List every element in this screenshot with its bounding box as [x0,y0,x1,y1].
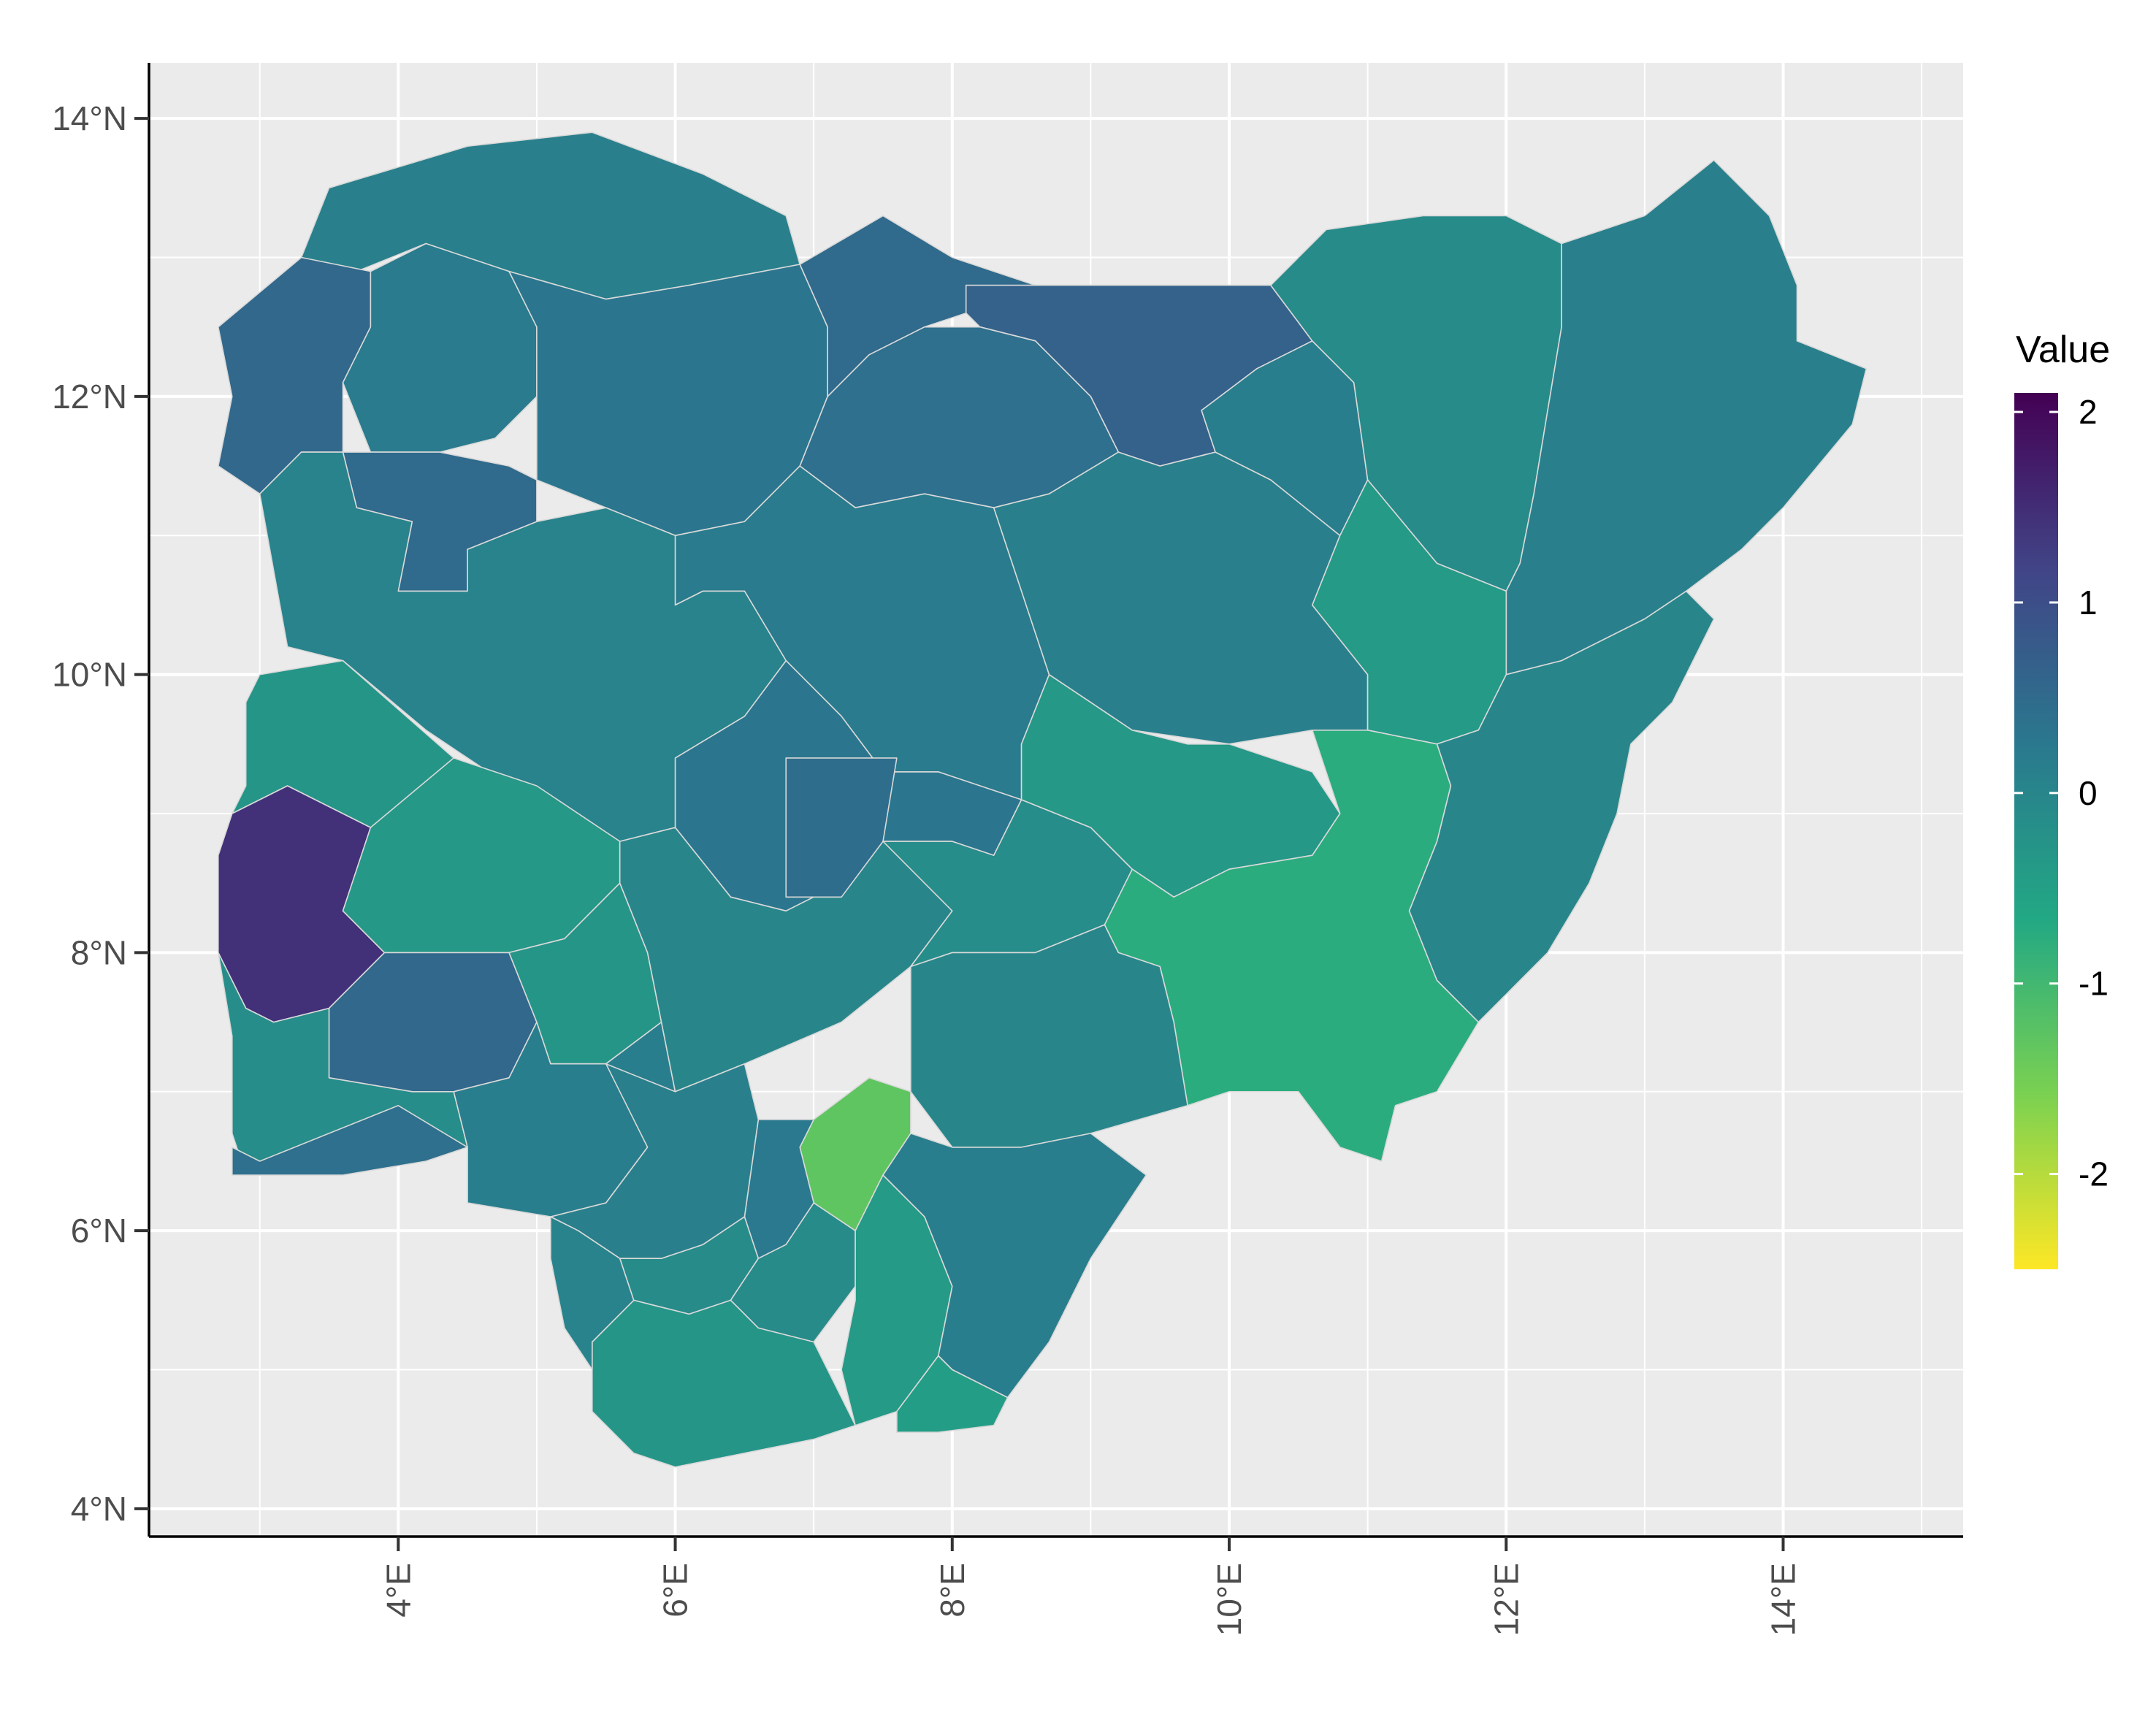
state-region-39 [896,1355,1009,1433]
legend-tick-label: 0 [2079,774,2098,812]
legend-title: Value [2016,329,2110,371]
y-tick-label: 14°N [52,99,127,137]
y-tick-label: 12°N [52,378,127,416]
state-region-17 [231,1105,468,1176]
state-region-41 [550,1216,635,1371]
x-tick-label: 12°E [1487,1563,1525,1636]
y-tick-label: 10°N [52,656,127,694]
y-tick-label: 8°N [71,933,127,971]
y-tick-label: 4°N [71,1490,127,1528]
state-region-6 [799,215,1036,397]
legend-tick-label: 1 [2079,584,2098,621]
state-region-27 [1505,159,1868,676]
x-tick-label: 14°E [1764,1563,1802,1636]
y-axis-ticks: 4°N 6°N 8°N 10°N 12°N 14°N [52,99,149,1528]
state-region-21 [785,757,898,898]
legend-tick-label: -1 [2079,965,2109,1003]
state-region-3 [342,242,538,453]
x-tick-label: 6°E [657,1563,695,1618]
legend-ticks: 2 1 0 -1 -2 [2014,393,2109,1193]
x-tick-label: 8°E [933,1563,971,1618]
state-region-31 [910,924,1188,1148]
region-polygons [217,131,1868,1468]
legend-tick-label: 2 [2079,393,2098,431]
x-tick-label: 4°E [379,1563,417,1618]
legend-colorbar [2014,393,2058,1269]
axes [148,63,1963,1538]
legend-tick-label: -2 [2079,1155,2109,1193]
color-legend: Value 2 1 0 -1 -2 [2014,329,2110,1269]
y-tick-label: 6°N [71,1212,127,1250]
state-region-40 [591,1299,856,1468]
state-region-38 [882,1133,1147,1399]
x-axis-ticks: 4°E 6°E 8°E 10°E 12°E 14°E [379,1537,1802,1636]
x-tick-label: 10°E [1210,1563,1248,1636]
state-region-30 [1104,729,1480,1162]
